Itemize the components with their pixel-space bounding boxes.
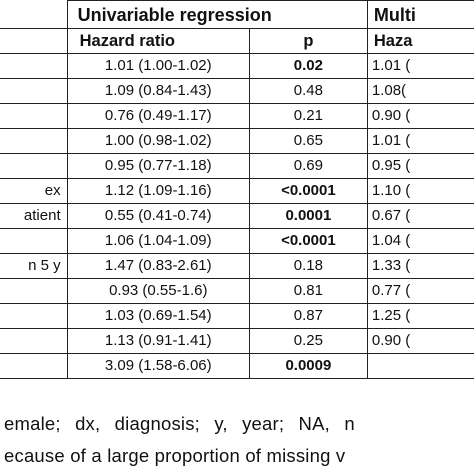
table-body: 1.01 (1.00-1.02) 0.02 1.01 (1.09 (0.84-1.4… — [0, 53, 474, 379]
hazard-ratio-header: Hazard ratio — [66, 28, 250, 54]
row-label: ex — [0, 178, 68, 204]
hazard-ratio-cell: 0.76 (0.49-1.17) — [66, 103, 250, 129]
corner-cell — [0, 0, 68, 29]
hazard-ratio-table: Univariable regression Multi Hazard rati… — [0, 0, 474, 379]
p-value-cell: <0.0001 — [248, 178, 368, 204]
hazard-ratio-cell: 1.03 (0.69-1.54) — [66, 303, 250, 329]
row-label: atient — [0, 203, 68, 229]
p-value-cell: 0.65 — [248, 128, 368, 154]
multi-hazard-cell: 1.01 ( — [366, 128, 474, 154]
label-header-cell — [0, 28, 68, 54]
table-row: n 5 y 1.47 (0.83-2.61) 0.18 1.33 ( — [0, 253, 474, 279]
table-row: 3.09 (1.58-6.06) 0.0009 — [0, 353, 474, 379]
table-row: atient 0.55 (0.41-0.74) 0.0001 0.67 ( — [0, 203, 474, 229]
univariable-group-header: Univariable regression — [66, 0, 368, 29]
multivariable-group-header: Multi — [366, 0, 474, 29]
hazard-ratio-cell: 0.95 (0.77-1.18) — [66, 153, 250, 179]
p-value-cell: 0.21 — [248, 103, 368, 129]
row-label — [0, 153, 68, 179]
hazard-ratio-cell: 1.06 (1.04-1.09) — [66, 228, 250, 254]
multi-hazard-cell: 1.08( — [366, 78, 474, 104]
p-value-cell: 0.81 — [248, 278, 368, 304]
hazard-ratio-cell: 3.09 (1.58-6.06) — [66, 353, 250, 379]
hazard-ratio-cell: 1.09 (0.84-1.43) — [66, 78, 250, 104]
footnote-line-2: ecause of a large proportion of missing … — [4, 445, 346, 466]
p-value-cell: 0.48 — [248, 78, 368, 104]
hazard-ratio-cell: 1.13 (0.91-1.41) — [66, 328, 250, 354]
table-row: 1.09 (0.84-1.43) 0.48 1.08( — [0, 78, 474, 104]
row-label — [0, 328, 68, 354]
table-row: 1.03 (0.69-1.54) 0.87 1.25 ( — [0, 303, 474, 329]
multi-hazard-cell: 0.90 ( — [366, 328, 474, 354]
p-value-cell: 0.87 — [248, 303, 368, 329]
row-label — [0, 78, 68, 104]
row-label — [0, 103, 68, 129]
multi-hazard-cell: 1.25 ( — [366, 303, 474, 329]
table-row: 1.01 (1.00-1.02) 0.02 1.01 ( — [0, 53, 474, 79]
multi-hazard-cell: 1.01 ( — [366, 53, 474, 79]
table-row: 0.76 (0.49-1.17) 0.21 0.90 ( — [0, 103, 474, 129]
p-value-cell: <0.0001 — [248, 228, 368, 254]
row-label — [0, 128, 68, 154]
p-value-cell: 0.25 — [248, 328, 368, 354]
multi-hazard-cell — [366, 353, 474, 379]
p-value-cell: 0.0009 — [248, 353, 368, 379]
row-label — [0, 278, 68, 304]
table-row: 1.06 (1.04-1.09) <0.0001 1.04 ( — [0, 228, 474, 254]
hazard-ratio-cell: 1.01 (1.00-1.02) — [66, 53, 250, 79]
multi-hazard-header: Haza — [366, 28, 474, 54]
multi-hazard-cell: 1.10 ( — [366, 178, 474, 204]
multi-hazard-cell: 0.67 ( — [366, 203, 474, 229]
table-row: 1.13 (0.91-1.41) 0.25 0.90 ( — [0, 328, 474, 354]
p-value-cell: 0.69 — [248, 153, 368, 179]
p-value-cell: 0.02 — [248, 53, 368, 79]
multi-hazard-cell: 0.95 ( — [366, 153, 474, 179]
table-row: ex 1.12 (1.09-1.16) <0.0001 1.10 ( — [0, 178, 474, 204]
row-label — [0, 53, 68, 79]
multi-hazard-cell: 0.77 ( — [366, 278, 474, 304]
row-label — [0, 303, 68, 329]
hazard-ratio-cell: 0.55 (0.41-0.74) — [66, 203, 250, 229]
table-row: 0.95 (0.77-1.18) 0.69 0.95 ( — [0, 153, 474, 179]
footnote-line-1: emale; dx, diagnosis; y, year; NA, n — [4, 413, 355, 434]
multi-hazard-cell: 1.33 ( — [366, 253, 474, 279]
hazard-ratio-cell: 1.12 (1.09-1.16) — [66, 178, 250, 204]
row-label: n 5 y — [0, 253, 68, 279]
table-row: 1.00 (0.98-1.02) 0.65 1.01 ( — [0, 128, 474, 154]
multi-hazard-cell: 1.04 ( — [366, 228, 474, 254]
multi-hazard-cell: 0.90 ( — [366, 103, 474, 129]
hazard-ratio-cell: 0.93 (0.55-1.6) — [66, 278, 250, 304]
hazard-ratio-cell: 1.00 (0.98-1.02) — [66, 128, 250, 154]
row-label — [0, 228, 68, 254]
hazard-ratio-cell: 1.47 (0.83-2.61) — [66, 253, 250, 279]
p-value-header: p — [248, 28, 368, 54]
table-row: 0.93 (0.55-1.6) 0.81 0.77 ( — [0, 278, 474, 304]
p-value-cell: 0.18 — [248, 253, 368, 279]
p-value-cell: 0.0001 — [248, 203, 368, 229]
row-label — [0, 353, 68, 379]
